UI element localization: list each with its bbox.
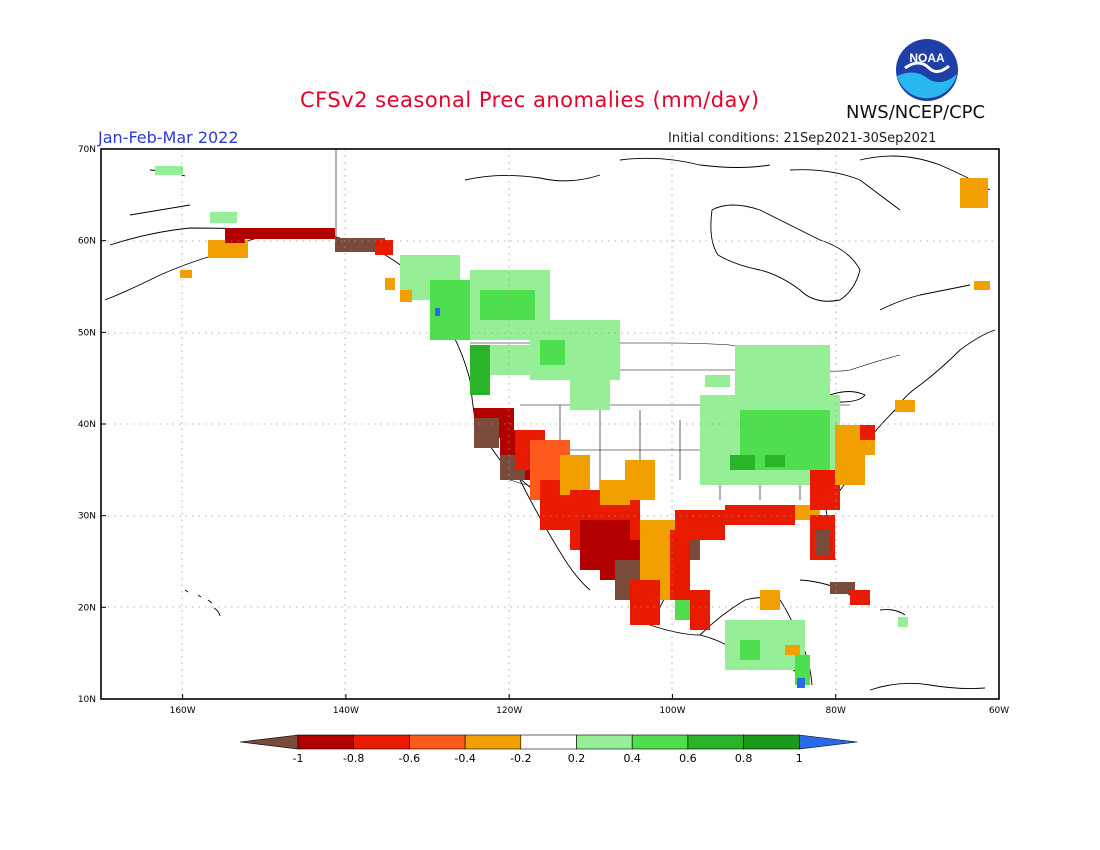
forecast-period: Jan-Feb-Mar 2022: [98, 128, 239, 147]
colorbar-tick-label: 1: [796, 752, 803, 765]
agency-label: NWS/NCEP/CPC: [846, 102, 986, 123]
lat-tick-label: 10N: [78, 695, 96, 705]
colorbar-swatch: [520, 734, 577, 750]
lat-tick-label: 50N: [78, 328, 96, 338]
colorbar-overflow-arrow: [799, 734, 858, 750]
colorbar-tick-label: 0.2: [568, 752, 586, 765]
colorbar-underflow-arrow: [239, 734, 299, 750]
lat-tick-label: 20N: [78, 603, 96, 613]
colorbar-swatch: [743, 734, 800, 750]
lat-tick-label: 60N: [78, 237, 96, 247]
lat-tick-label: 30N: [78, 512, 96, 522]
lon-tick-label: 160W: [170, 706, 196, 716]
lon-tick-label: 100W: [659, 706, 685, 716]
colorbar-tick-label: 0.6: [679, 752, 697, 765]
colorbar-swatch: [464, 734, 522, 750]
colorbar-swatch: [409, 734, 466, 750]
map-layers: [101, 149, 999, 699]
colorbar-legend: [239, 734, 858, 750]
colorbar-swatch: [687, 734, 744, 750]
latitude-labels: 70N 60N 50N 40N 30N 20N 10N: [78, 145, 106, 705]
colorbar-swatch: [631, 734, 689, 750]
noaa-logo: NOAA: [896, 39, 958, 101]
colorbar-tick-label: 0.4: [623, 752, 641, 765]
colorbar-tick-label: -1: [293, 752, 304, 765]
negative-anomalies: [180, 178, 990, 655]
logo-text: NOAA: [909, 51, 945, 65]
colorbar-tick-label: -0.2: [510, 752, 531, 765]
max-anomaly-cell: [797, 678, 805, 688]
colorbar-tick-label: -0.6: [399, 752, 420, 765]
lat-tick-label: 40N: [78, 420, 96, 430]
colorbar-swatch: [297, 734, 355, 750]
lon-tick-label: 120W: [496, 706, 522, 716]
lon-tick-label: 60W: [989, 706, 1009, 716]
colorbar-tick-label: -0.4: [454, 752, 475, 765]
colorbar-swatch: [353, 734, 410, 750]
graticule: [101, 149, 999, 699]
longitude-labels: 160W 140W 120W 100W 80W 60W: [170, 694, 1009, 716]
initial-conditions: Initial conditions: 21Sep2021-30Sep2021: [668, 131, 937, 146]
max-anomaly-cell: [435, 308, 440, 316]
lon-tick-label: 140W: [333, 706, 359, 716]
colorbar-labels: -1 -0.8 -0.6 -0.4 -0.2 0.2 0.4 0.6 0.8 1: [293, 752, 803, 765]
colorbar-tick-label: 0.8: [735, 752, 753, 765]
lat-tick-label: 70N: [78, 145, 96, 155]
colorbar-swatch: [576, 734, 633, 750]
lon-tick-label: 80W: [826, 706, 846, 716]
colorbar-tick-label: -0.8: [343, 752, 364, 765]
chart-title: CFSv2 seasonal Prec anomalies (mm/day): [300, 88, 760, 112]
